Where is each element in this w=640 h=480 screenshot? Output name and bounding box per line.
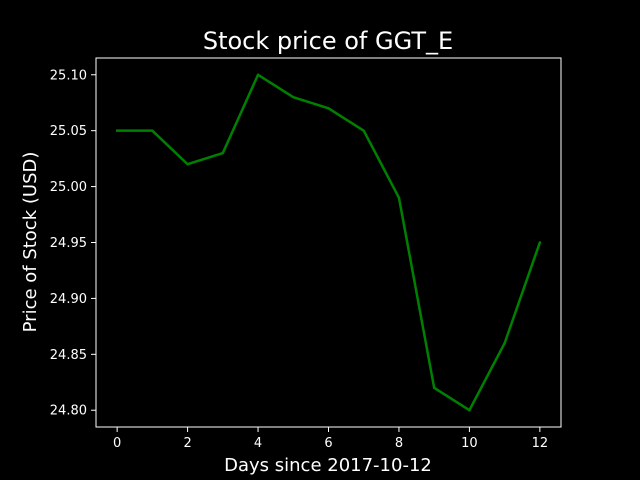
data-point bbox=[432, 386, 436, 390]
y-tick-label: 24.80 bbox=[50, 404, 87, 419]
plot-area bbox=[95, 57, 562, 428]
data-point bbox=[503, 341, 506, 345]
x-tick-label: 0 bbox=[113, 436, 121, 451]
x-tick-label: 10 bbox=[461, 436, 478, 451]
data-point bbox=[115, 129, 119, 132]
series-layer bbox=[115, 73, 542, 412]
x-axis-label: Days since 2017-10-12 bbox=[224, 455, 432, 476]
data-point bbox=[397, 196, 401, 199]
data-point bbox=[221, 151, 225, 155]
data-point bbox=[362, 129, 365, 132]
chart-title: Stock price of GGT_E bbox=[203, 27, 453, 55]
y-tick-label: 24.85 bbox=[50, 348, 87, 363]
y-tick-label: 24.90 bbox=[50, 292, 87, 307]
data-point bbox=[327, 107, 330, 110]
data-point bbox=[468, 409, 471, 412]
x-tick-label: 4 bbox=[254, 436, 262, 451]
y-axis: 24.80 24.85 24.90 24.95 25.00 25.05 25.10 bbox=[50, 68, 96, 419]
y-axis-label: Price of Stock (USD) bbox=[20, 152, 41, 333]
data-point bbox=[538, 241, 542, 244]
x-tick-label: 6 bbox=[324, 436, 332, 451]
data-point bbox=[186, 163, 189, 166]
x-tick-label: 8 bbox=[395, 436, 403, 451]
x-tick-label: 2 bbox=[183, 436, 191, 451]
y-tick-label: 24.95 bbox=[50, 236, 87, 251]
y-tick-label: 25.10 bbox=[50, 68, 87, 83]
x-axis: 0 2 4 6 8 10 12 bbox=[113, 427, 548, 451]
data-point bbox=[151, 129, 154, 132]
x-tick-label: 12 bbox=[532, 436, 549, 451]
data-point bbox=[256, 73, 260, 76]
y-tick-label: 25.05 bbox=[50, 124, 87, 139]
y-tick-label: 25.00 bbox=[50, 180, 87, 195]
data-point bbox=[292, 95, 295, 99]
